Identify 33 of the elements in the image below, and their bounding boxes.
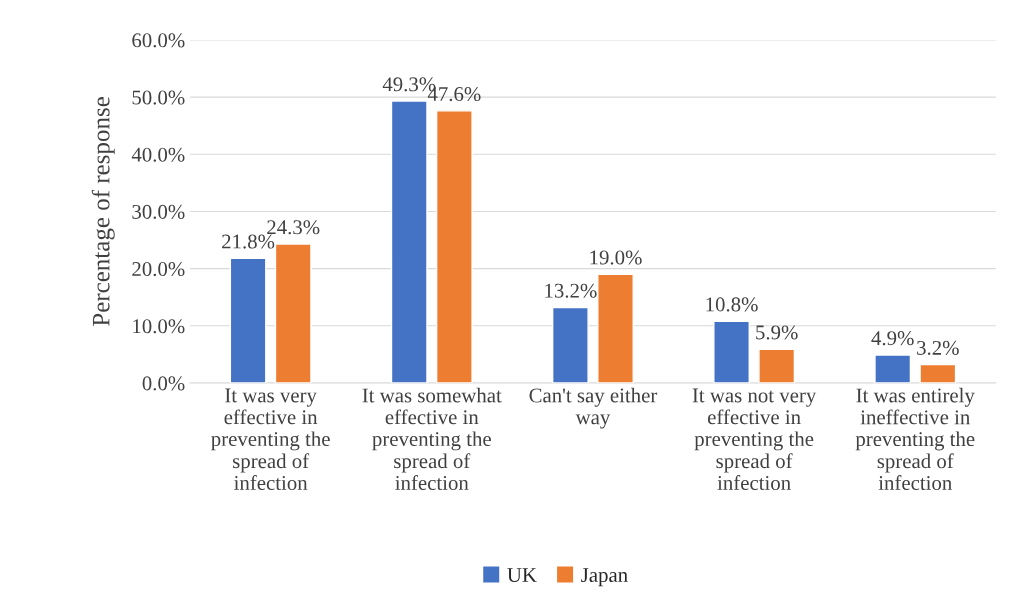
bar [274,243,312,383]
y-tick-label: 50.0% [132,90,185,105]
data-label: 13.2% [545,283,597,298]
legend-label: UK [507,568,537,583]
x-tick-label: Can't say either way [529,387,658,429]
x-tick-label: It was somewhat effective in preventing the spread of infection [362,387,502,490]
bar [435,110,473,383]
bar [551,306,589,383]
data-label: 10.8% [706,297,758,312]
bar [597,273,634,383]
y-tick-label: 0.0% [142,376,185,391]
bar [229,257,267,383]
bar [390,100,428,383]
y-tick-label: 40.0% [131,147,185,162]
x-tick-label: It was not very effective in preventing the spread of infection [692,388,817,490]
data-label: 3.2% [917,340,959,355]
y-axis-title: Percentage of response [91,97,115,326]
y-tick-label: 20.0% [132,261,185,277]
y-tick-label: 10.0% [133,319,185,334]
data-label: 24.3% [267,220,320,235]
x-tick-label: It was entirely ineffective in preventing the spread of infection [855,387,975,490]
legend-label: Japan [581,568,628,587]
y-tick-label: 60.0% [132,33,185,48]
bar [758,348,796,383]
bar [713,320,750,383]
y-tick-label: 30.0% [132,204,185,219]
data-label: 19.0% [590,250,642,265]
data-label: 4.9% [871,331,914,346]
x-tick-label: It was very effective in preventing the spread of infection [211,388,330,490]
data-label: 5.9% [756,325,798,340]
bar [919,363,957,383]
data-label: 21.8% [222,234,275,249]
bar [874,354,912,383]
